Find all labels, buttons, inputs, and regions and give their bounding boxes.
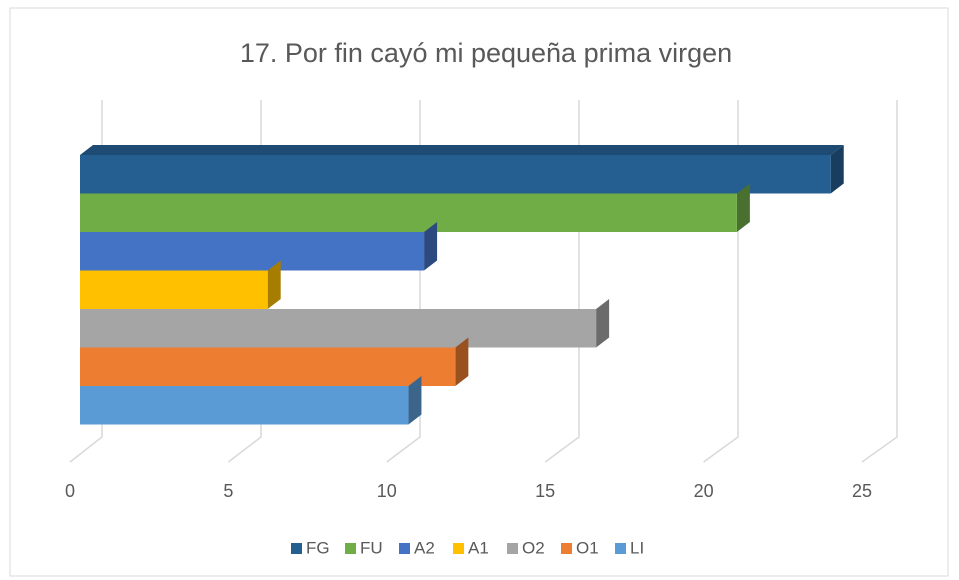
x-tick-label: 20 <box>694 481 714 501</box>
legend-label: LI <box>630 538 644 557</box>
bar-side <box>424 222 438 271</box>
bar <box>80 376 422 425</box>
bar-front <box>80 193 737 232</box>
bar <box>80 260 281 309</box>
legend-swatch <box>507 543 518 554</box>
legend-label: O1 <box>576 538 599 557</box>
bar-front <box>80 309 597 348</box>
x-tick-label: 15 <box>535 481 555 501</box>
legend-swatch <box>561 543 572 554</box>
x-tick-label: 5 <box>223 481 233 501</box>
bar <box>80 145 844 194</box>
legend-label: A2 <box>414 538 435 557</box>
legend-swatch <box>291 543 302 554</box>
bar-side <box>408 376 422 425</box>
legend-label: FU <box>360 538 383 557</box>
bar <box>80 299 610 348</box>
bar-side <box>830 145 844 194</box>
bar-side <box>267 260 281 309</box>
legend-swatch <box>399 543 410 554</box>
legend-label: O2 <box>522 538 545 557</box>
legend-label: A1 <box>468 538 489 557</box>
bar-side <box>596 299 610 348</box>
bar <box>80 337 469 386</box>
legend-swatch <box>453 543 464 554</box>
bar-front <box>80 386 409 425</box>
bar-front <box>80 232 425 271</box>
x-tick-label: 0 <box>65 481 75 501</box>
chart-title: 17. Por fin cayó mi pequeña prima virgen <box>240 38 732 68</box>
x-tick-label: 10 <box>377 481 397 501</box>
bar <box>80 183 750 232</box>
grid-line <box>861 100 898 463</box>
bar-front <box>80 155 831 194</box>
bar <box>80 222 438 271</box>
bar-top <box>80 145 844 155</box>
bar-front <box>80 347 456 386</box>
legend-label: FG <box>306 538 330 557</box>
bar-side <box>736 183 750 232</box>
bar-side <box>455 337 469 386</box>
bar-front <box>80 270 268 309</box>
legend-swatch <box>345 543 356 554</box>
x-tick-label: 25 <box>852 481 872 501</box>
legend-swatch <box>615 543 626 554</box>
